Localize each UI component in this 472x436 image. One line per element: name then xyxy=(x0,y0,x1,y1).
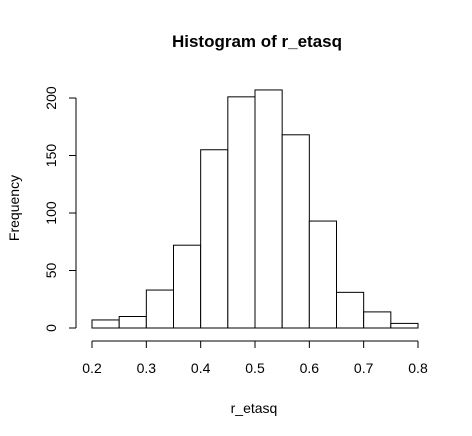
histogram-bar xyxy=(363,311,392,329)
histogram-bar xyxy=(336,291,365,329)
x-tick-label: 0.2 xyxy=(82,360,102,376)
x-tick-label: 0.5 xyxy=(245,360,265,376)
histogram-bar xyxy=(118,316,147,329)
histogram-bar xyxy=(145,289,174,329)
bars-group xyxy=(91,89,419,329)
histogram-bar xyxy=(227,96,256,329)
x-axis-label: r_etasq xyxy=(231,400,278,416)
y-tick-label: 50 xyxy=(43,263,59,279)
y-tick-label: 100 xyxy=(43,201,59,225)
x-tick-label: 0.3 xyxy=(137,360,157,376)
histogram-bar xyxy=(308,220,338,329)
y-tick-label: 200 xyxy=(43,86,59,110)
x-tick-label: 0.4 xyxy=(191,360,211,376)
x-tick-label: 0.6 xyxy=(300,360,320,376)
histogram-bar xyxy=(173,244,202,329)
chart-title: Histogram of r_etasq xyxy=(172,32,342,51)
x-axis: 0.2 0.3 0.4 0.5 0.6 0.7 0.8 xyxy=(82,340,428,376)
x-tick-label: 0.7 xyxy=(354,360,374,376)
histogram-bar xyxy=(91,319,120,329)
y-tick-label: 150 xyxy=(43,144,59,168)
y-tick-label: 0 xyxy=(43,324,59,332)
x-tick-label: 0.8 xyxy=(408,360,428,376)
histogram-bar xyxy=(254,89,283,329)
y-axis: 0 50 100 150 200 xyxy=(43,86,77,332)
histogram-bar xyxy=(390,322,419,329)
histogram-bar xyxy=(200,149,229,329)
histogram-bar xyxy=(281,134,310,329)
y-axis-label: Frequency xyxy=(6,175,22,241)
